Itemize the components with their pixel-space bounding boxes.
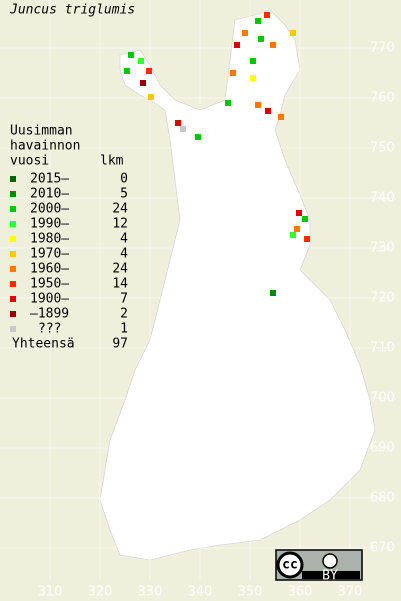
total-label: Yhteensä [12,337,75,352]
legend-swatch [10,176,16,182]
y-label: 720 [370,291,395,306]
observation [250,75,256,81]
y-label: 670 [370,541,395,556]
legend-swatch [10,326,16,332]
legend-swatch [10,296,16,302]
observation [255,18,261,24]
legend-count: 4 [120,232,128,247]
total-count: 97 [112,337,128,352]
y-label: 690 [370,441,395,456]
legend-label: 1950– [30,277,69,292]
y-label: 750 [370,141,395,156]
observation [180,126,186,132]
legend-swatch [10,236,16,242]
legend-count: 1 [120,322,128,337]
legend-label: 2015– [30,172,69,187]
by-icon [322,553,338,569]
legend-swatch [10,221,16,227]
observation [296,210,302,216]
legend: 2015– 0 2010– 5 2000– 24 1990– 12 1980– 4 1970– 4 19… [10,172,128,337]
observation [278,114,284,120]
legend-swatch [10,206,16,212]
observation [270,290,276,296]
x-label: 360 [288,585,313,600]
observation [258,36,264,42]
observation [148,94,154,100]
license-badge: cc BY [275,549,363,584]
y-label: 700 [370,391,395,406]
observation [264,12,270,18]
legend-label: 1970– [30,247,69,262]
legend-swatch [10,191,16,197]
legend-label: 2000– [30,202,69,217]
cc-icon [276,551,304,579]
observation [195,134,201,140]
y-label: 730 [370,241,395,256]
legend-count: 24 [112,202,128,217]
legend-header: Uusimman [10,124,73,139]
title: Juncus triglumis [9,3,135,18]
y-label: 760 [370,91,395,106]
legend-swatch [10,311,16,317]
observation [242,30,248,36]
badge-strip [302,571,360,579]
observation [124,68,130,74]
y-label: 770 [370,41,395,56]
by-text: BY [322,569,338,584]
legend-label: ??? [38,322,61,337]
x-label: 340 [188,585,213,600]
legend-swatch [10,266,16,272]
observation [138,58,144,64]
x-label: 370 [338,585,363,600]
observation [225,100,231,106]
observation [270,42,276,48]
observation [175,120,181,126]
legend-count-header: lkm [100,154,124,169]
observations [124,12,310,296]
cc-text: cc [282,558,298,573]
legend-label: 1990– [30,217,69,232]
observation [128,52,134,58]
legend-label: 1960– [30,262,69,277]
x-label: 310 [38,585,63,600]
legend-count: 7 [120,292,128,307]
legend-label: 1900– [30,292,69,307]
legend-count: 14 [112,277,128,292]
observation [230,70,236,76]
observation [255,102,261,108]
legend-count: 0 [120,172,128,187]
x-label: 330 [138,585,163,600]
legend-label: –1899 [30,307,69,322]
observation [140,80,146,86]
legend-count: 24 [112,262,128,277]
observation [265,108,271,114]
legend-count: 12 [112,217,128,232]
y-label: 710 [370,341,395,356]
observation [294,226,300,232]
legend-count: 4 [120,247,128,262]
legend-swatch [10,281,16,287]
x-label: 320 [88,585,113,600]
legend-swatch [10,251,16,257]
y-label: 740 [370,191,395,206]
legend-label: 1980– [30,232,69,247]
observation [290,232,296,238]
x-label: 350 [238,585,263,600]
legend-header: vuosi [10,154,49,169]
observation [304,236,310,242]
legend-count: 5 [120,187,128,202]
observation [234,42,240,48]
observation [250,58,256,64]
observation [302,216,308,222]
legend-count: 2 [120,307,128,322]
observation [290,30,296,36]
y-label: 680 [370,491,395,506]
legend-header: havainnon [10,139,80,154]
country-outline [99,9,376,561]
legend-label: 2010– [30,187,69,202]
observation [146,68,152,74]
